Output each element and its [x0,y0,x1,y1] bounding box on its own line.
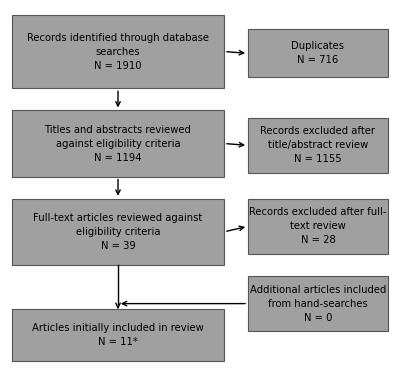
FancyBboxPatch shape [12,199,224,265]
Text: Articles initially included in review
N = 11*: Articles initially included in review N … [32,323,204,347]
FancyBboxPatch shape [248,118,388,173]
Text: Duplicates
N = 716: Duplicates N = 716 [292,41,344,66]
FancyBboxPatch shape [248,276,388,331]
FancyBboxPatch shape [248,29,388,77]
Text: Records excluded after full-
text review
N = 28: Records excluded after full- text review… [249,207,387,245]
Text: Additional articles included
from hand-searches
N = 0: Additional articles included from hand-s… [250,284,386,323]
FancyBboxPatch shape [248,199,388,254]
Text: Titles and abstracts reviewed
against eligibility criteria
N = 1194: Titles and abstracts reviewed against el… [44,124,192,163]
Text: Records identified through database
searches
N = 1910: Records identified through database sear… [27,32,209,71]
Text: Full-text articles reviewed against
eligibility criteria
N = 39: Full-text articles reviewed against elig… [33,213,203,251]
Text: Records excluded after
title/abstract review
N = 1155: Records excluded after title/abstract re… [260,126,376,164]
FancyBboxPatch shape [12,110,224,177]
FancyBboxPatch shape [12,15,224,88]
FancyBboxPatch shape [12,309,224,361]
